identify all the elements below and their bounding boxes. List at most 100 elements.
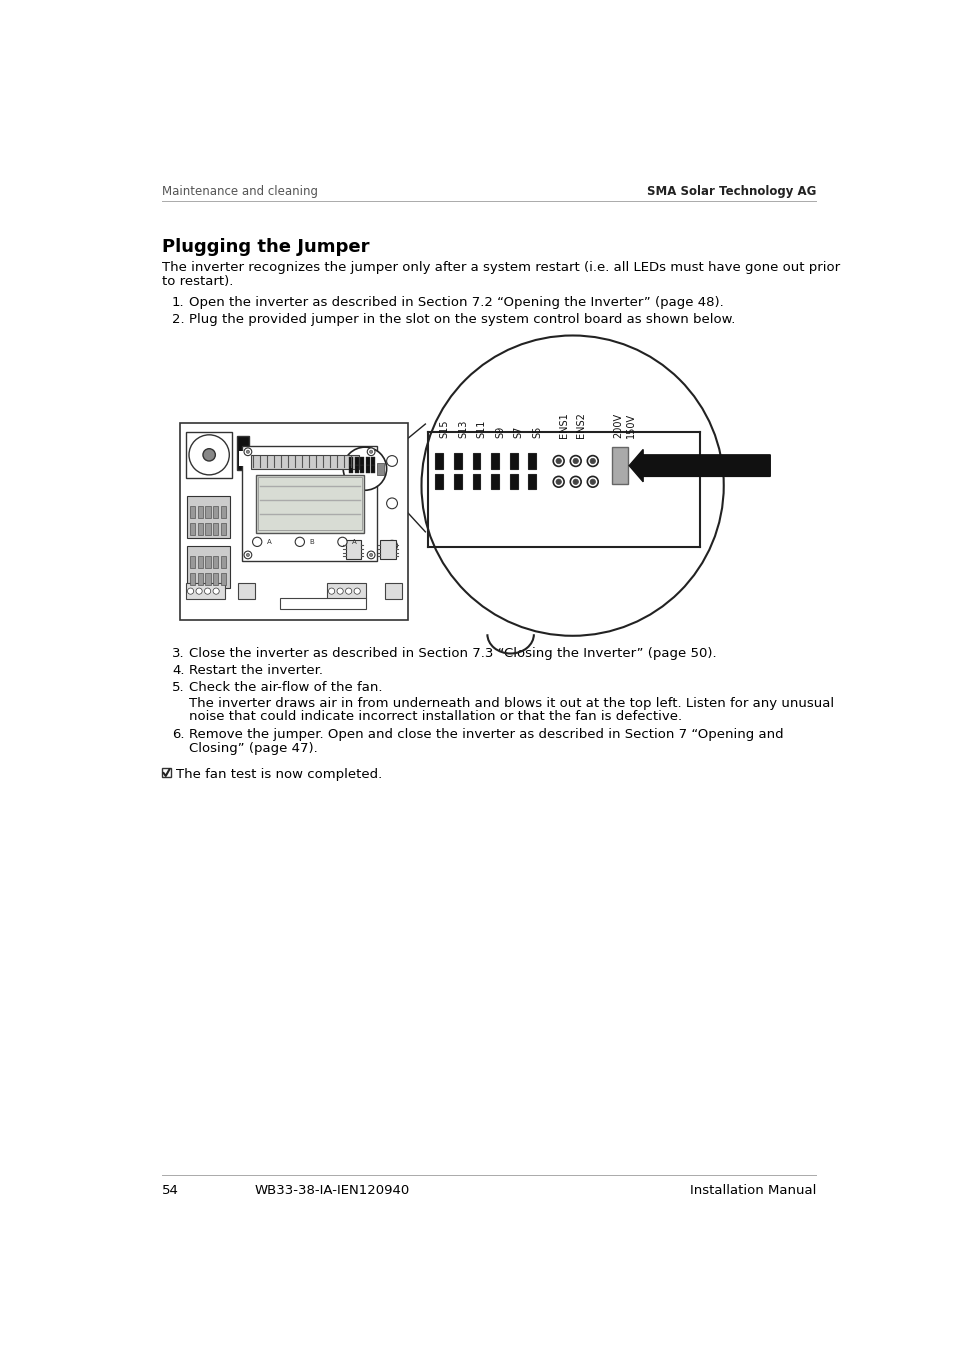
Bar [213, 506, 218, 518]
Circle shape [343, 448, 386, 491]
Bar [509, 475, 517, 489]
Bar [162, 768, 171, 777]
Text: Remove the jumper. Open and close the inverter as described in Section 7 “Openin: Remove the jumper. Open and close the in… [189, 729, 782, 741]
Circle shape [203, 449, 215, 461]
Bar [190, 523, 195, 535]
Text: 5.: 5. [172, 681, 184, 694]
Bar [380, 539, 395, 558]
Circle shape [570, 476, 580, 487]
Circle shape [213, 588, 219, 595]
Bar [213, 573, 218, 585]
Bar [355, 457, 358, 465]
Text: ENS1: ENS1 [558, 412, 568, 438]
Text: The fan test is now completed.: The fan test is now completed. [175, 768, 381, 781]
Bar [239, 452, 247, 466]
Bar [186, 431, 233, 479]
Bar [454, 453, 461, 469]
Bar [241, 446, 377, 561]
Circle shape [337, 537, 347, 546]
Text: Open the inverter as described in Section 7.2 “Opening the Inverter” (page 48).: Open the inverter as described in Sectio… [189, 296, 723, 310]
Circle shape [187, 588, 193, 595]
Circle shape [587, 456, 598, 466]
Text: Check the air-flow of the fan.: Check the air-flow of the fan. [189, 681, 382, 694]
Text: Closing” (page 47).: Closing” (page 47). [189, 742, 317, 754]
Text: Installation Manual: Installation Manual [689, 1184, 815, 1197]
Circle shape [204, 588, 211, 595]
Circle shape [590, 458, 595, 464]
Text: 54: 54 [162, 1184, 178, 1197]
Bar [612, 448, 627, 484]
Text: S7: S7 [513, 426, 523, 438]
Bar [205, 523, 211, 535]
Text: A: A [266, 539, 271, 545]
Text: 4.: 4. [172, 664, 184, 677]
Bar [528, 475, 536, 489]
Text: Restart the inverter.: Restart the inverter. [189, 664, 323, 677]
Text: A: A [352, 539, 356, 545]
Text: Maintenance and cleaning: Maintenance and cleaning [162, 185, 317, 197]
Bar [197, 523, 203, 535]
Bar [213, 523, 218, 535]
Bar [197, 573, 203, 585]
Text: 3.: 3. [172, 648, 184, 660]
FancyArrow shape [629, 449, 769, 481]
Text: Plugging the Jumper: Plugging the Jumper [162, 238, 369, 256]
Circle shape [354, 588, 360, 595]
Circle shape [244, 552, 252, 558]
Bar [236, 435, 249, 470]
Bar [190, 573, 195, 585]
Circle shape [386, 498, 397, 508]
Circle shape [556, 479, 560, 484]
Bar [190, 556, 195, 568]
Bar [251, 454, 359, 469]
Bar [371, 457, 375, 465]
Circle shape [556, 458, 560, 464]
Bar [349, 457, 353, 465]
Bar [327, 584, 365, 599]
Text: 200V: 200V [613, 412, 623, 438]
Circle shape [386, 541, 397, 552]
Bar [528, 453, 536, 469]
Bar [472, 453, 480, 469]
Text: Plug the provided jumper in the slot on the system control board as shown below.: Plug the provided jumper in the slot on … [189, 314, 735, 326]
Bar [360, 457, 364, 465]
Bar [257, 477, 361, 530]
Text: 150V: 150V [625, 412, 636, 438]
Text: WB33-38-IA-IEN120940: WB33-38-IA-IEN120940 [254, 1184, 410, 1197]
Circle shape [590, 479, 595, 484]
Circle shape [570, 456, 580, 466]
Text: S13: S13 [457, 419, 467, 438]
Text: The inverter recognizes the jumper only after a system restart (i.e. all LEDs mu: The inverter recognizes the jumper only … [162, 261, 840, 274]
Circle shape [553, 456, 563, 466]
Text: to restart).: to restart). [162, 274, 233, 288]
Text: SMA Solar Technology AG: SMA Solar Technology AG [646, 185, 815, 197]
Bar [220, 506, 226, 518]
Circle shape [253, 537, 261, 546]
Text: ENS2: ENS2 [575, 412, 585, 438]
Bar [360, 465, 364, 473]
Bar [345, 539, 360, 558]
Circle shape [294, 537, 304, 546]
Circle shape [369, 553, 373, 557]
Circle shape [573, 479, 578, 484]
Text: S11: S11 [476, 419, 486, 438]
Circle shape [367, 552, 375, 558]
Bar [491, 453, 498, 469]
Text: noise that could indicate incorrect installation or that the fan is defective.: noise that could indicate incorrect inst… [189, 711, 681, 723]
Bar [349, 465, 353, 473]
Circle shape [336, 588, 343, 595]
Circle shape [246, 553, 249, 557]
Bar [220, 573, 226, 585]
Text: S9: S9 [495, 426, 504, 438]
Circle shape [587, 476, 598, 487]
Bar [197, 506, 203, 518]
Bar [371, 465, 375, 473]
Bar [190, 506, 195, 518]
Bar [365, 457, 369, 465]
Bar [179, 423, 407, 621]
Bar [472, 475, 480, 489]
Bar [237, 584, 254, 599]
Bar [197, 556, 203, 568]
Circle shape [189, 435, 229, 475]
Circle shape [244, 448, 252, 456]
